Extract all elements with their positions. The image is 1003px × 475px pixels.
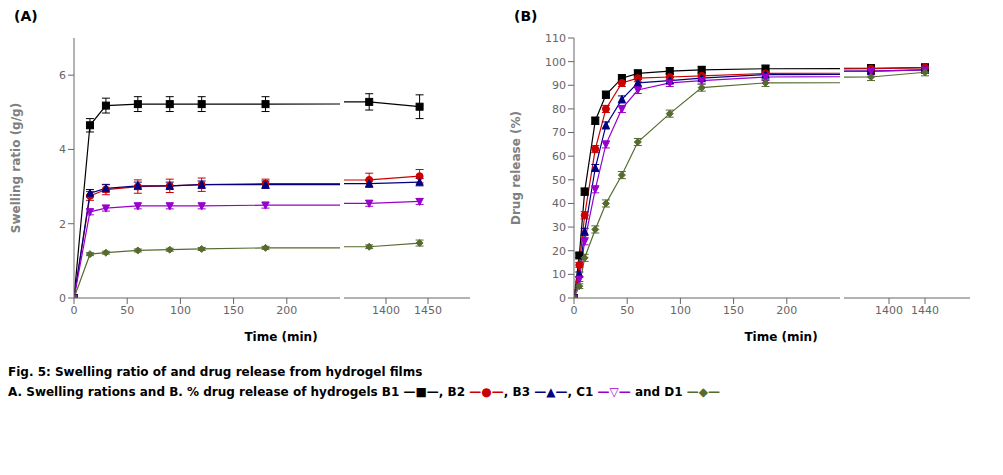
html-text:Fig. 5: Swelling ratio of and: Fig. 5: Swelling ratio of and drug relea…	[8, 365, 423, 379]
svg-text:4: 4	[59, 143, 66, 156]
svg-text:150: 150	[723, 304, 744, 317]
svg-text:0: 0	[59, 292, 66, 305]
svg-text:70: 70	[552, 126, 566, 139]
svg-text:60: 60	[552, 150, 566, 163]
svg-text:100: 100	[670, 304, 691, 317]
svg-text:Swelling ratio (g/g): Swelling ratio (g/g)	[9, 103, 23, 233]
svg-text:1440: 1440	[911, 304, 939, 317]
svg-text:2: 2	[59, 218, 66, 231]
svg-text:40: 40	[552, 197, 566, 210]
html-text:(B): (B)	[514, 8, 538, 24]
svg-text:30: 30	[552, 221, 566, 234]
svg-text:50: 50	[620, 304, 634, 317]
svg-text:6: 6	[59, 69, 66, 82]
html-text:Time (min): Time (min)	[244, 330, 318, 344]
svg-text:1400: 1400	[875, 304, 903, 317]
svg-text:0: 0	[571, 304, 578, 317]
svg-text:150: 150	[223, 304, 244, 317]
svg-text:200: 200	[776, 304, 797, 317]
svg-text:10: 10	[552, 268, 566, 281]
svg-text:0: 0	[71, 304, 78, 317]
svg-text:20: 20	[552, 245, 566, 258]
svg-text:90: 90	[552, 79, 566, 92]
svg-text:1450: 1450	[414, 304, 442, 317]
svg-text:100: 100	[170, 304, 191, 317]
svg-text:1400: 1400	[372, 304, 400, 317]
svg-text:50: 50	[552, 174, 566, 187]
html-text:(A): (A)	[14, 8, 38, 24]
svg-text:100: 100	[545, 56, 566, 69]
svg-text:200: 200	[276, 304, 297, 317]
svg-text:50: 50	[120, 304, 134, 317]
html-text:A. Swelling rations and B. % d: A. Swelling rations and B. % drug releas…	[8, 385, 720, 399]
svg-text:110: 110	[545, 32, 566, 45]
svg-text:80: 80	[552, 103, 566, 116]
html-text:Time (min): Time (min)	[744, 330, 818, 344]
svg-text:0: 0	[559, 292, 566, 305]
svg-text:Drug release (%): Drug release (%)	[509, 111, 523, 225]
